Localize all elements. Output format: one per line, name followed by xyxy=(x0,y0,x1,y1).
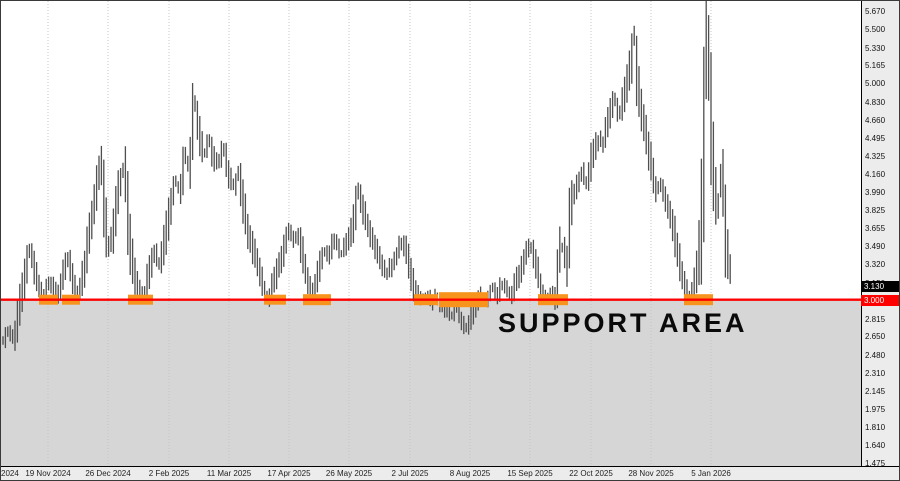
price-axis-label: 4.495 xyxy=(865,133,886,143)
price-axis-label: 5.330 xyxy=(865,43,886,53)
date-axis-label: 2 Jul 2025 xyxy=(391,469,429,478)
price-axis-label: 4.830 xyxy=(865,97,886,107)
date-axis-label: 19 Nov 2024 xyxy=(25,469,71,478)
price-axis-label: 4.160 xyxy=(865,169,886,179)
price-axis-label: 2.480 xyxy=(865,350,886,360)
price-axis-label: 3.490 xyxy=(865,241,886,251)
date-axis-label: 2 Feb 2025 xyxy=(148,469,190,478)
price-axis-label: 2.815 xyxy=(865,314,886,324)
current-price-tag: 3.130 xyxy=(861,280,899,292)
support-area-label: SUPPORT AREA xyxy=(498,307,748,338)
price-axis-label: 3.990 xyxy=(865,188,886,197)
price-axis-label: 5.670 xyxy=(865,7,886,16)
price-axis-label: 5.500 xyxy=(865,25,886,35)
support-price-tag: 3.000 xyxy=(861,294,899,306)
date-axis-label: 28 Nov 2025 xyxy=(628,469,674,478)
date-axis-label: 15 Sep 2025 xyxy=(507,469,553,478)
price-axis-label: 2.310 xyxy=(865,369,886,379)
price-axis-label: 1.810 xyxy=(865,422,886,432)
price-axis-label: 1.640 xyxy=(865,441,886,451)
price-axis-label: 5.000 xyxy=(865,79,886,89)
price-bars-series xyxy=(2,1,731,351)
date-axis-label: 17 Apr 2025 xyxy=(267,469,311,478)
price-axis-label: 3.320 xyxy=(865,260,886,270)
price-axis-label: 1.975 xyxy=(865,405,886,415)
date-axis-label: 5 Jan 2026 xyxy=(691,469,731,478)
below-support-shading xyxy=(1,299,863,467)
date-axis-label: 2024 xyxy=(1,469,19,478)
price-axis-label: 5.165 xyxy=(865,61,886,71)
price-axis-label: 4.325 xyxy=(865,151,886,161)
date-axis-label: 26 Dec 2024 xyxy=(85,469,131,478)
price-axis-label: 4.660 xyxy=(865,115,886,125)
price-axis-label: 2.650 xyxy=(865,332,886,342)
date-axis-label: 22 Oct 2025 xyxy=(569,469,613,478)
date-axis-label: 26 May 2025 xyxy=(325,469,373,478)
price-axis[interactable]: 5.670 5.500 5.330 5.165 5.000 4.830 4.660 4.495… xyxy=(861,1,899,468)
date-axis-label: 11 Mar 2025 xyxy=(206,469,252,478)
price-axis-label: 3.825 xyxy=(865,205,886,215)
price-axis-label: 2.145 xyxy=(865,386,886,396)
price-axis-label: 1.475 xyxy=(865,459,886,468)
date-axis-label: 8 Aug 2025 xyxy=(449,469,491,478)
date-axis[interactable]: 2024 19 Nov 2024 26 Dec 2024 2 Feb 2025 11 M… xyxy=(1,466,899,480)
price-axis-label: 3.655 xyxy=(865,224,886,234)
